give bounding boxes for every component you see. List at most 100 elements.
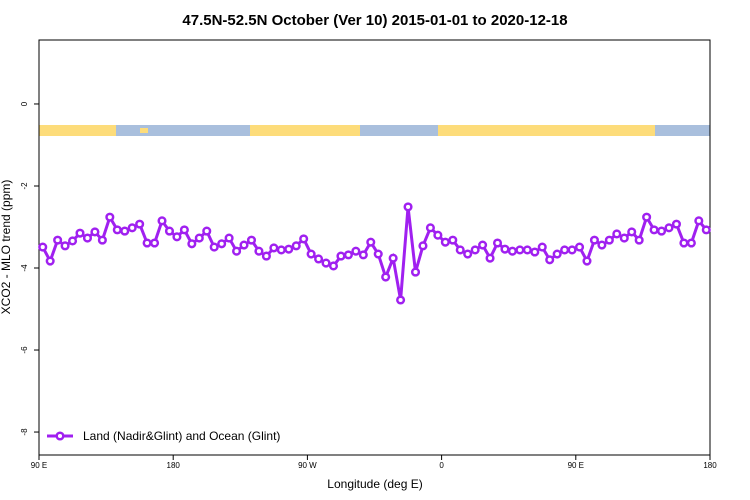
y-tick-label: -2 [20,182,29,190]
data-point [485,253,495,263]
data-point [463,249,473,259]
data-point [701,225,711,235]
data-point [373,249,383,259]
land-band [438,125,655,136]
data-point [642,212,652,222]
y-tick-label: 0 [20,101,29,106]
data-point [552,249,562,259]
data-point [284,244,294,254]
data-point [537,242,547,252]
data-point [388,253,398,263]
data-point [179,225,189,235]
data-point [112,225,122,235]
data-point [38,242,48,252]
data-point [500,244,510,254]
y-tick-label: -8 [20,428,29,436]
data-point [627,227,637,237]
data-point [686,238,696,248]
data-point [321,258,331,268]
data-point [604,235,614,245]
data-point [45,256,55,266]
data-point [217,239,227,249]
data-point [291,241,301,251]
data-point [254,246,264,256]
x-tick-label: 90 E [568,461,584,470]
data-point [410,267,421,277]
data-point [142,238,152,248]
data-point [574,242,585,252]
ocean-band [39,125,710,136]
x-tick-label: 180 [703,461,717,470]
data-point [164,226,175,236]
data-point [612,229,622,239]
data-point [187,239,197,249]
data-point [560,245,570,255]
data-point [127,223,137,233]
data-point [224,233,234,243]
legend-marker [55,431,65,441]
data-point [679,238,689,248]
data-point [545,255,555,265]
data-point [82,233,93,243]
land-band [250,125,360,136]
data-point [246,235,257,245]
data-point [351,246,361,256]
x-tick-label: 0 [439,461,444,470]
legend-label: Land (Nadir&Glint) and Ocean (Glint) [83,429,280,443]
data-point [507,246,517,256]
data-point [582,256,592,266]
data-point [60,241,70,251]
y-tick-label: -4 [20,264,29,272]
data-point [425,223,435,233]
data-point [97,235,107,245]
x-tick-label: 90 W [298,461,317,470]
land-mask [39,125,710,136]
data-point [433,230,443,240]
data-point [440,237,450,247]
data-point [589,235,599,245]
data-point [68,236,78,246]
data-point [194,233,204,243]
data-point [239,240,249,250]
data-point [366,237,376,247]
data-point [135,219,145,229]
data-point [157,216,167,226]
data-point [343,250,353,260]
data-point [455,245,465,255]
data-point [492,238,503,248]
y-axis-label: XCO2 - MLO trend (ppm) [0,180,13,315]
data-point [232,246,242,256]
data-point [172,232,182,242]
data-point [328,261,339,271]
data-point [306,249,316,259]
data-point [478,240,488,250]
data-point [209,242,219,252]
land-band [39,125,116,136]
data-point [567,245,577,255]
x-axis-label: Longitude (deg E) [327,477,422,491]
data-point [336,251,346,261]
x-tick-label: 90 E [31,461,47,470]
data-point [619,233,629,243]
data-point [649,225,659,235]
data-point [634,235,644,245]
data-point [105,212,115,222]
data-point [150,238,160,248]
data-point [664,223,674,233]
data-point [381,272,391,282]
chart-title: 47.5N-52.5N October (Ver 10) 2015-01-01 … [182,12,567,29]
data-point [470,245,480,255]
data-point [276,245,286,255]
data-point [202,226,212,236]
data-point [75,228,85,238]
data-point [656,226,667,236]
y-tick-label: -6 [20,346,29,354]
data-point [418,241,428,251]
data-point [314,254,324,264]
data-point [597,240,607,250]
data-point [53,235,63,245]
data-point [261,251,271,261]
x-tick-label: 180 [167,461,181,470]
data-point [403,202,413,212]
